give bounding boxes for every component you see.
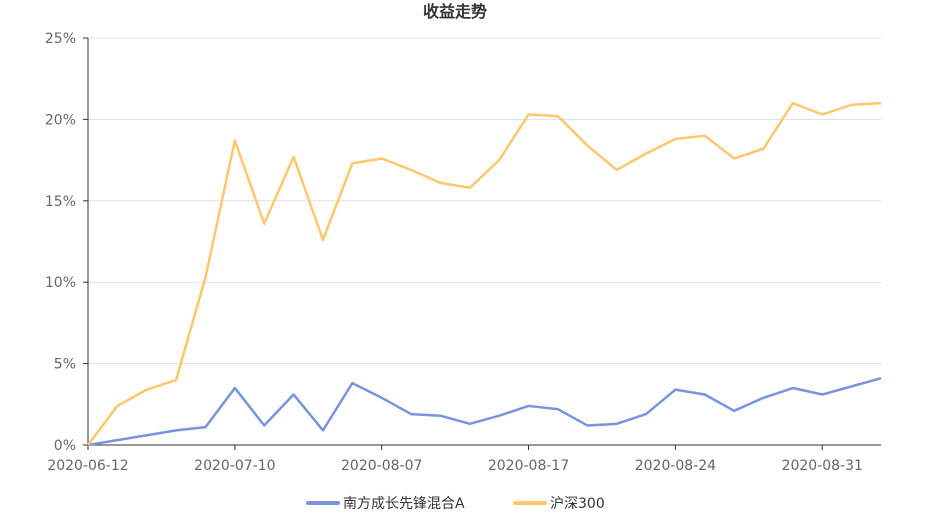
legend-label: 沪深300 <box>550 496 605 512</box>
legend-label: 南方成长先锋混合A <box>343 496 465 512</box>
x-tick-label: 2020-08-17 <box>488 458 569 474</box>
chart-title: 收益走势 <box>423 2 487 21</box>
legend-item-2[interactable]: 沪深300 <box>513 496 605 512</box>
y-tick-label: 0% <box>54 438 76 454</box>
series-line-2 <box>87 101 882 446</box>
x-tick-label: 2020-08-24 <box>635 458 716 474</box>
legend-item-1[interactable]: 南方成长先锋混合A <box>306 496 465 512</box>
x-tick-label: 2020-08-07 <box>341 458 422 474</box>
y-tick-label: 5% <box>54 357 76 373</box>
x-tick-label: 2020-06-12 <box>47 458 128 474</box>
y-tick-label: 10% <box>45 275 76 291</box>
series-line-1 <box>87 377 882 447</box>
y-tick-label: 20% <box>45 112 76 128</box>
x-tick-label: 2020-07-10 <box>194 458 275 474</box>
grid-lines <box>88 37 881 365</box>
legend: 南方成长先锋混合A 沪深300 <box>306 496 605 512</box>
y-tick-label: 15% <box>45 194 76 210</box>
series-lines <box>87 101 882 447</box>
x-tick-label: 2020-08-31 <box>782 458 863 474</box>
axes: 0% 5% 10% 15% 20% 25% 2020-06-12 2020-07-10 2020… <box>45 31 881 474</box>
y-tick-label: 25% <box>45 31 76 47</box>
